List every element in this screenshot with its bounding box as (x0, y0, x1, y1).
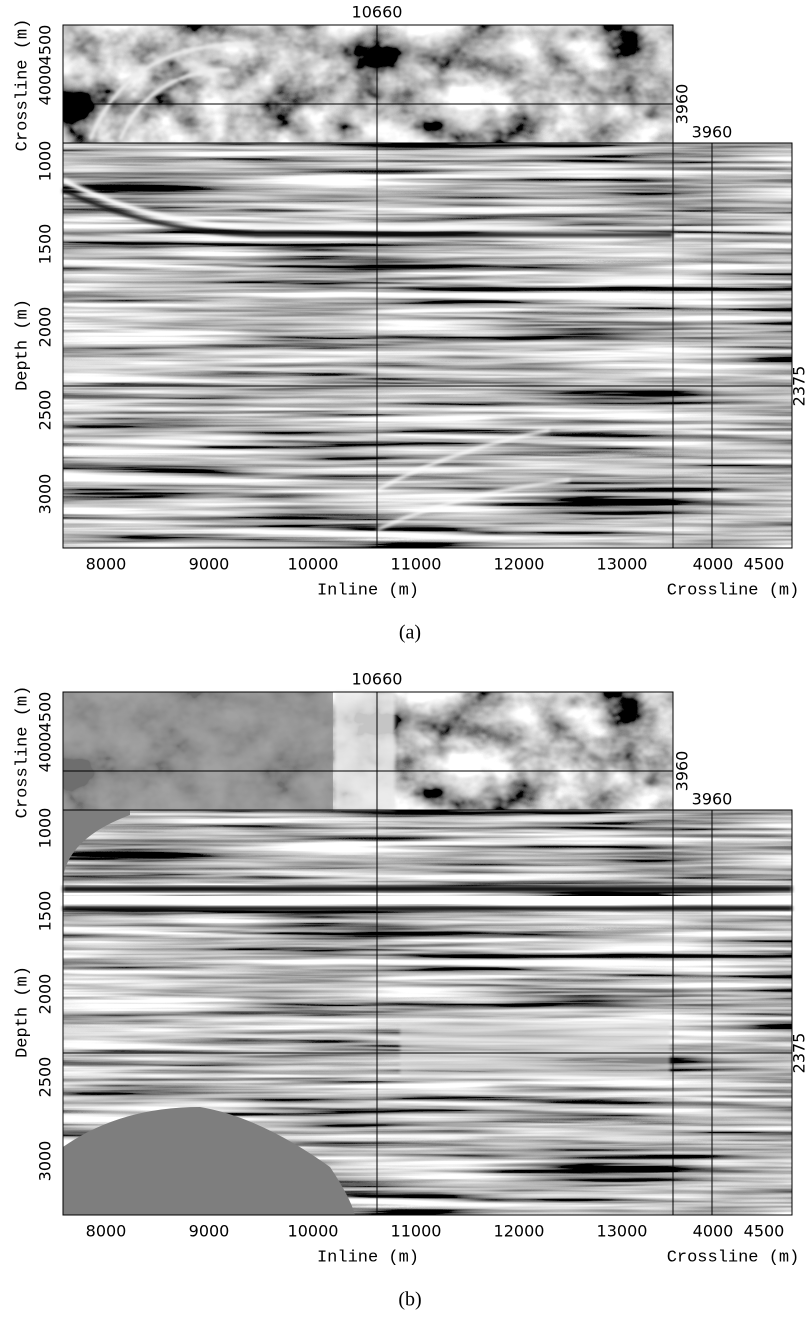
x-tick-label: 9000 (189, 555, 230, 574)
y-tick-label: 2500 (36, 390, 55, 431)
slice-event (88, 42, 251, 141)
y-tick-label: 1000 (36, 808, 55, 849)
x-axis-label: Inline (m) (317, 1248, 419, 1267)
slice-marker: 3960 (673, 84, 692, 125)
time-slice-image (63, 25, 673, 143)
x-tick-label: 8000 (86, 1222, 127, 1241)
horizon (62, 188, 673, 237)
x-axis-label: Crossline (m) (667, 1248, 800, 1267)
y-tick-label: 1000 (36, 141, 55, 182)
flat-region (63, 1107, 355, 1215)
y-tick-label: 4000 (36, 65, 55, 106)
x-tick-label: 4000 (693, 555, 734, 574)
caption: (b) (398, 1289, 421, 1311)
caption: (a) (399, 622, 421, 644)
y-tick-label: 2000 (36, 307, 55, 348)
x-tick-label: 12000 (494, 1222, 545, 1241)
crossline-section-image (673, 143, 792, 548)
y-axis-label: Crossline (m) (13, 686, 32, 819)
horizon (63, 906, 792, 911)
x-tick-label: 10000 (288, 1222, 339, 1241)
slice-marker: 3960 (673, 751, 692, 792)
x-tick-label: 4000 (693, 1222, 734, 1241)
x-tick-label: 9000 (189, 1222, 230, 1241)
flat-region (63, 810, 130, 877)
y-tick-label: 4500 (36, 692, 55, 733)
y-tick-label: 1500 (36, 224, 55, 265)
y-tick-label: 4000 (36, 732, 55, 773)
horizon (673, 226, 792, 231)
crossline-section-image (673, 810, 792, 1215)
flat-region (63, 692, 333, 810)
bright-region (400, 1022, 670, 1077)
frame (672, 142, 793, 549)
y-tick-label: 3000 (36, 1141, 55, 1182)
inline-marker: 10660 (352, 3, 403, 22)
horizon (376, 428, 551, 492)
horizon (63, 896, 792, 904)
y-tick-label: 2000 (36, 974, 55, 1015)
y-axis-label: Depth (m) (13, 966, 32, 1058)
horizon (61, 177, 673, 231)
side-marker: 3960 (692, 123, 733, 142)
y-tick-label: 4500 (36, 25, 55, 66)
x-axis-label: Crossline (m) (667, 581, 800, 600)
y-tick-label: 1500 (36, 891, 55, 932)
y-axis-label: Crossline (m) (13, 19, 32, 152)
depth-marker: 2375 (790, 366, 808, 407)
y-tick-label: 2500 (36, 1057, 55, 1098)
y-axis-label: Depth (m) (13, 299, 32, 391)
inline-marker: 10660 (352, 670, 403, 689)
x-tick-label: 12000 (494, 555, 545, 574)
inline-section-image (63, 143, 673, 548)
x-tick-label: 4500 (744, 1222, 785, 1241)
x-tick-label: 10000 (288, 555, 339, 574)
x-axis-label: Inline (m) (317, 581, 419, 600)
x-tick-label: 8000 (86, 555, 127, 574)
depth-marker: 2375 (790, 1033, 808, 1074)
x-tick-label: 13000 (597, 555, 648, 574)
horizon (376, 478, 571, 532)
x-tick-label: 11000 (391, 555, 442, 574)
x-tick-label: 13000 (597, 1222, 648, 1241)
y-tick-label: 3000 (36, 474, 55, 515)
horizon (63, 886, 792, 892)
x-tick-label: 4500 (744, 555, 785, 574)
bright-region (335, 692, 395, 810)
frame (672, 809, 793, 1216)
x-tick-label: 11000 (391, 1222, 442, 1241)
side-marker: 3960 (692, 790, 733, 809)
